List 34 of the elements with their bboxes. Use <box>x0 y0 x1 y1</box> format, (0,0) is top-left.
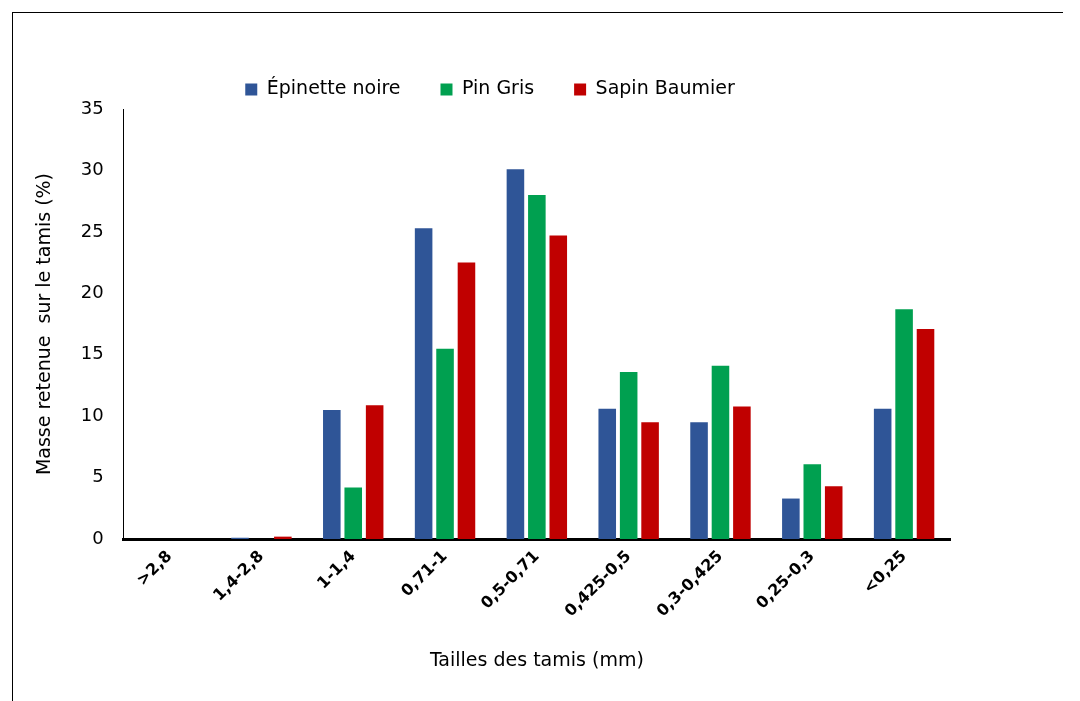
bar <box>641 422 659 540</box>
bar <box>365 405 384 540</box>
bar <box>528 195 546 540</box>
y-tick-label: 5 <box>92 465 104 487</box>
bar <box>711 365 730 540</box>
bar <box>916 328 935 540</box>
legend-label: Pin Gris <box>461 76 535 99</box>
x-axis-title: Tailles des tamis (mm) <box>428 647 644 670</box>
y-tick-label: 10 <box>80 403 104 425</box>
legend-label: Épinette noire <box>266 76 401 99</box>
bar <box>414 228 433 540</box>
bar <box>506 169 525 540</box>
y-tick-label: 0 <box>92 526 104 548</box>
bar <box>782 498 800 540</box>
bar <box>344 487 363 540</box>
bar <box>436 348 454 540</box>
y-axis-title: Masse retenue sur le tamis (%) <box>32 172 55 476</box>
legend-label: Sapin Baumier <box>595 76 735 99</box>
y-tick-label: 20 <box>80 281 104 302</box>
y-tick-label: 15 <box>80 342 104 364</box>
bar <box>619 371 638 540</box>
bar <box>733 406 751 540</box>
y-tick-label: 30 <box>80 158 104 180</box>
bar <box>803 464 822 540</box>
bar <box>824 486 843 540</box>
y-tick-label: 25 <box>80 219 104 241</box>
bar <box>457 262 476 540</box>
bar <box>323 410 341 540</box>
bar <box>549 235 568 540</box>
bar <box>690 422 708 540</box>
bar <box>895 309 913 540</box>
bar <box>598 408 617 540</box>
y-tick-label: 35 <box>80 96 104 118</box>
bar <box>873 408 892 540</box>
